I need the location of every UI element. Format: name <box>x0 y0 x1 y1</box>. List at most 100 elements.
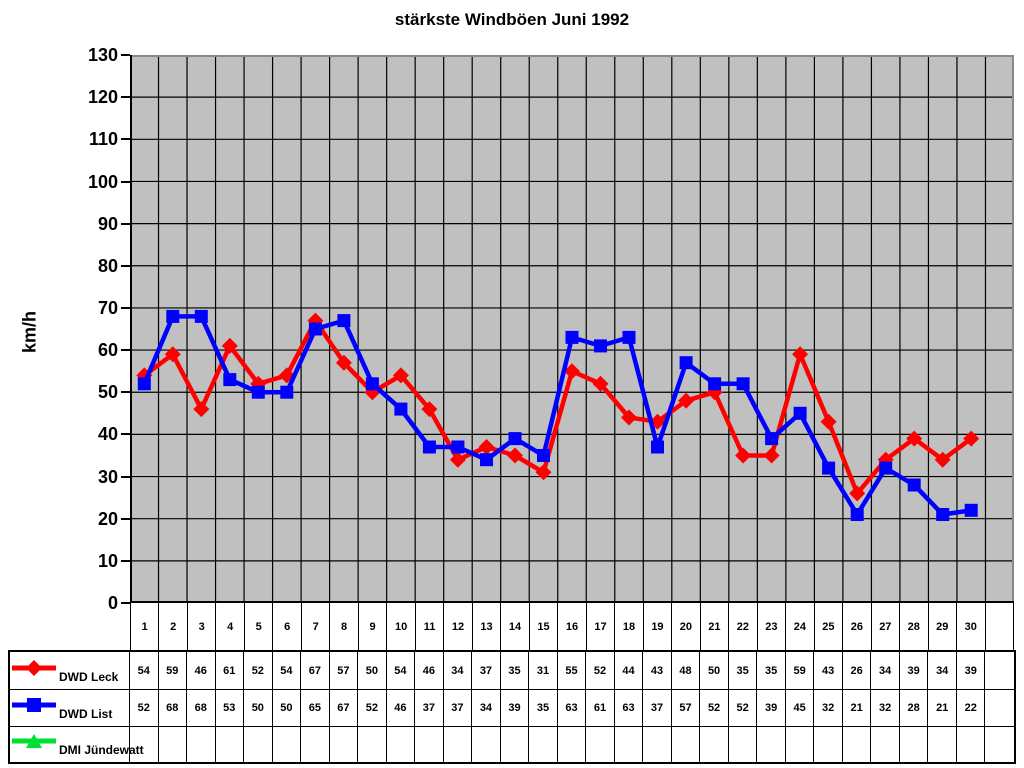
series-marker <box>280 385 294 399</box>
value-cell <box>786 727 815 762</box>
day-cell: 16 <box>558 603 587 650</box>
y-tick-label: 110 <box>88 129 118 150</box>
value-cell: 54 <box>130 652 159 690</box>
legend-marker-icon-square <box>12 698 56 712</box>
value-cell: 34 <box>472 690 501 727</box>
day-cell: 15 <box>530 603 559 650</box>
value-cell: 35 <box>529 690 558 727</box>
day-cell <box>986 603 1014 650</box>
series-marker <box>735 447 752 464</box>
y-tick-mark <box>121 349 130 352</box>
y-tick-label: 30 <box>97 466 118 487</box>
value-cell: 54 <box>272 652 302 690</box>
day-cell: 11 <box>416 603 445 650</box>
value-cell: 67 <box>329 690 359 727</box>
y-tick-label: 0 <box>107 593 118 613</box>
legend-cell: DWD Leck <box>10 652 130 690</box>
value-cell <box>216 727 245 762</box>
value-cell: 34 <box>443 652 473 690</box>
value-cell: 46 <box>386 690 416 727</box>
value-cell: 48 <box>671 652 701 690</box>
value-cell: 63 <box>614 690 644 727</box>
day-cell: 18 <box>615 603 644 650</box>
day-cell: 3 <box>188 603 217 650</box>
y-tick-mark <box>121 54 130 56</box>
y-tick-label: 90 <box>97 213 118 234</box>
value-cell <box>957 727 986 762</box>
series-marker <box>708 377 722 391</box>
value-cell: 37 <box>643 690 672 727</box>
value-cell: 54 <box>386 652 416 690</box>
value-cell <box>757 727 786 762</box>
value-cell: 21 <box>842 690 872 727</box>
y-tick-mark <box>121 391 130 394</box>
value-cell: 22 <box>956 690 986 727</box>
y-tick-mark <box>121 559 130 562</box>
series-marker <box>936 508 950 521</box>
y-tick-mark <box>121 602 130 604</box>
series-marker <box>308 322 322 336</box>
series-marker <box>337 314 351 328</box>
y-tick-mark <box>121 96 130 99</box>
day-cell: 25 <box>815 603 844 650</box>
y-tick-label: 50 <box>97 382 118 403</box>
y-tick-label: 60 <box>97 340 118 361</box>
legend-series-name: DWD Leck <box>59 670 119 684</box>
legend-cell: DWD List <box>10 690 130 727</box>
value-cell <box>672 727 701 762</box>
day-cell: 30 <box>957 603 986 650</box>
value-cell: 68 <box>187 690 216 727</box>
value-cell: 63 <box>557 690 587 727</box>
day-cell: 17 <box>587 603 616 650</box>
day-cell: 13 <box>473 603 502 650</box>
series-marker <box>537 449 550 462</box>
plot-area <box>130 55 1014 603</box>
series-marker <box>164 346 181 363</box>
value-cell <box>985 690 1014 727</box>
value-cell <box>244 727 273 762</box>
series-marker <box>137 377 151 391</box>
value-cell <box>358 727 387 762</box>
y-tick-label: 10 <box>97 550 118 571</box>
series-marker <box>679 356 693 370</box>
value-cell <box>900 727 929 762</box>
value-cell: 21 <box>928 690 957 727</box>
day-cell: 6 <box>273 603 302 650</box>
legend-series-name: DWD List <box>59 707 113 721</box>
value-cell <box>729 727 758 762</box>
series-marker <box>508 432 522 446</box>
series-marker <box>850 508 864 521</box>
value-cell <box>843 727 872 762</box>
series-marker <box>820 413 837 430</box>
day-cell: 2 <box>159 603 188 650</box>
series-marker <box>621 409 637 426</box>
value-cell: 52 <box>586 652 615 690</box>
value-cell: 46 <box>415 652 444 690</box>
y-tick-mark <box>121 306 130 309</box>
day-cell: 23 <box>758 603 787 650</box>
value-cell: 57 <box>671 690 701 727</box>
day-cell: 12 <box>444 603 473 650</box>
series-marker <box>221 337 238 354</box>
series-marker <box>480 453 493 467</box>
series-marker <box>392 367 409 384</box>
value-cell: 37 <box>415 690 444 727</box>
day-cell: 10 <box>387 603 416 650</box>
value-cell: 37 <box>472 652 501 690</box>
series-marker <box>335 354 352 371</box>
value-cell: 43 <box>814 652 843 690</box>
series-marker <box>964 503 978 517</box>
series-marker <box>906 430 923 447</box>
legend-marker-icon-diamond <box>12 660 56 676</box>
series-marker <box>793 406 807 420</box>
value-cell: 50 <box>700 652 729 690</box>
value-cell: 32 <box>814 690 843 727</box>
value-cell <box>159 727 188 762</box>
day-cell: 29 <box>929 603 958 650</box>
series-marker <box>622 330 636 344</box>
y-tick-label: 100 <box>87 171 118 192</box>
day-cell: 21 <box>701 603 730 650</box>
day-cell: 24 <box>786 603 815 650</box>
day-cell: 19 <box>644 603 673 650</box>
